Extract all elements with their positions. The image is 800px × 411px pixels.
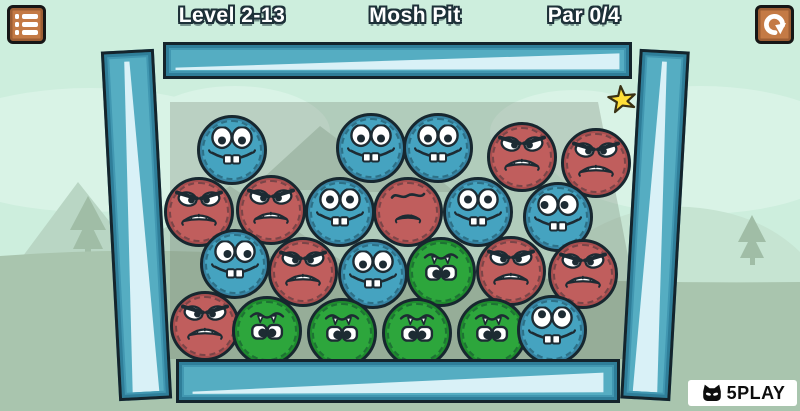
ball-face-happy xyxy=(349,249,397,298)
ball-blue[interactable] xyxy=(336,113,406,183)
ball-green[interactable] xyxy=(406,237,476,307)
ball-blue[interactable] xyxy=(517,295,587,365)
logo-text: 5PLAY xyxy=(726,382,786,403)
ball-red[interactable] xyxy=(373,177,443,247)
ball-face-happy xyxy=(534,192,582,241)
ball-face-monster xyxy=(243,308,291,357)
ball-surface xyxy=(341,118,401,178)
ball-surface xyxy=(343,244,403,304)
ball-face-angry xyxy=(175,188,223,237)
ball-red[interactable] xyxy=(548,239,618,309)
ball-face-angry xyxy=(279,248,327,297)
ball-green[interactable] xyxy=(382,298,452,368)
ball-face-angry xyxy=(498,133,546,182)
ball-surface xyxy=(448,182,508,242)
ball-face-happy xyxy=(211,239,259,288)
bonus-star-icon xyxy=(607,84,636,114)
ball-red[interactable] xyxy=(268,237,338,307)
ball-face-angry xyxy=(247,186,295,235)
ball-face-monster xyxy=(417,249,465,298)
container-bottom-panel xyxy=(176,359,620,403)
ball-surface xyxy=(205,234,265,294)
ball-face-happy xyxy=(454,187,502,236)
ball-blue[interactable] xyxy=(443,177,513,247)
level-title: Mosh Pit xyxy=(369,4,461,27)
ball-face-angry xyxy=(572,139,620,188)
glass-shine xyxy=(109,57,163,392)
ball-blue[interactable] xyxy=(200,229,270,299)
ball-face-happy xyxy=(528,305,576,354)
restart-arrow-icon xyxy=(764,14,787,35)
ball-face-monster xyxy=(318,310,366,359)
ball-face-happy xyxy=(316,187,364,236)
ball-face-happy xyxy=(414,123,462,172)
ball-blue[interactable] xyxy=(403,113,473,183)
ball-face-happy xyxy=(347,123,395,172)
level-label: Level 2-13 xyxy=(178,4,286,27)
ball-green[interactable] xyxy=(307,298,377,368)
ball-face-happy xyxy=(208,125,256,174)
ball-surface xyxy=(310,182,370,242)
logo-5play[interactable]: 5PLAY xyxy=(688,380,797,406)
ball-red[interactable] xyxy=(170,291,240,361)
ball-blue[interactable] xyxy=(197,115,267,185)
ball-face-angry xyxy=(559,250,607,299)
glass-shine xyxy=(175,53,620,70)
ball-red[interactable] xyxy=(476,236,546,306)
ball-face-angry xyxy=(487,247,535,296)
ball-green[interactable] xyxy=(232,296,302,366)
ball-face-monster xyxy=(393,310,441,359)
ball-surface xyxy=(378,182,438,242)
ball-blue[interactable] xyxy=(305,177,375,247)
ball-face-squint xyxy=(384,188,432,237)
cat-icon xyxy=(702,384,721,401)
ball-green[interactable] xyxy=(457,298,527,368)
ball-face-monster xyxy=(468,310,516,359)
container-top-panel xyxy=(163,42,632,79)
glass-shine xyxy=(192,372,604,394)
menu-list-icon xyxy=(14,14,39,35)
menu-button[interactable] xyxy=(7,5,46,44)
ball-surface xyxy=(202,120,262,180)
ball-red[interactable] xyxy=(487,122,557,192)
ball-surface xyxy=(528,187,588,247)
ball-face-angry xyxy=(181,302,229,351)
restart-button[interactable] xyxy=(755,5,794,44)
par-counter: Par 0/4 xyxy=(547,4,621,27)
ball-surface xyxy=(408,118,468,178)
